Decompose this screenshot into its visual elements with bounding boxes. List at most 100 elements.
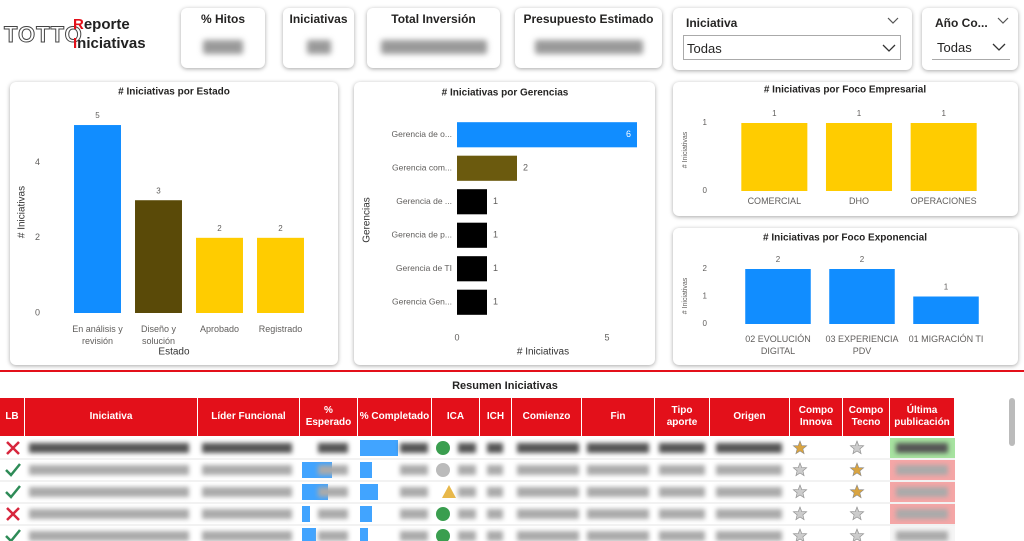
data-label: 1	[493, 230, 498, 240]
star-icon	[792, 440, 808, 455]
dropdown[interactable]: Todas	[932, 35, 1010, 60]
data-label: 1	[772, 109, 777, 118]
kpi-label: Total Inversión	[391, 12, 476, 26]
blurred-cell	[29, 465, 189, 475]
blurred-cell	[458, 443, 476, 453]
bar	[910, 123, 977, 191]
bar	[196, 237, 243, 313]
status-check	[5, 485, 21, 499]
blurred-cell	[458, 465, 476, 475]
star-icon	[792, 484, 808, 499]
blurred-cell	[400, 509, 428, 519]
x-tick-label: Aprobado	[199, 324, 240, 334]
blurred-cell	[659, 487, 705, 497]
status-check	[5, 529, 21, 541]
chart-title: # Iniciativas por Estado	[118, 87, 230, 98]
blurred-cell	[716, 487, 782, 497]
chevron[interactable]	[997, 16, 1009, 26]
blurred-cell	[659, 531, 705, 541]
y-tick-label: Gerencia de o...	[392, 129, 452, 139]
progress-bar	[302, 506, 310, 522]
blurred-cell	[202, 465, 292, 475]
blurred-cell	[487, 509, 503, 519]
y-tick-label: 0	[703, 186, 708, 195]
blurred-cell	[896, 465, 948, 475]
blurred-cell	[458, 531, 476, 541]
star-icon	[792, 462, 808, 477]
column-header: Líder Funcional	[198, 398, 300, 436]
column-header: Última publicación	[890, 398, 955, 436]
blurred-cell	[716, 443, 782, 453]
blurred-cell	[716, 465, 782, 475]
bar	[913, 296, 979, 324]
blurred-cell	[659, 443, 705, 453]
ica-icon	[436, 507, 450, 521]
y-tick-label: 4	[35, 157, 40, 167]
data-label: 1	[493, 196, 498, 206]
bar	[741, 123, 808, 191]
blurred-cell	[318, 465, 348, 475]
blurred-cell	[318, 531, 348, 541]
blurred-cell	[587, 465, 649, 475]
dropdown[interactable]: Todas	[683, 35, 901, 60]
star-icon	[849, 440, 865, 455]
chart-title: # Iniciativas por Foco Exponencial	[763, 233, 927, 244]
x-tick-label: 01 MIGRACIÓN TI	[908, 334, 984, 344]
progress-bar	[360, 484, 378, 500]
x-tick-label: 5	[604, 332, 609, 342]
data-label: 1	[941, 109, 946, 118]
divider	[0, 370, 1024, 372]
blurred-cell	[587, 487, 649, 497]
x-tick-label: DHO	[848, 196, 869, 206]
bar	[457, 289, 487, 315]
data-label: 1	[493, 297, 498, 307]
y-tick-label: Gerencia de TI	[396, 263, 452, 273]
x-tick-label: OPERACIONES	[910, 196, 977, 206]
column-header: Iniciativa	[25, 398, 198, 436]
progress-bar	[302, 528, 316, 541]
data-label: 2	[860, 255, 865, 264]
blurred-cell	[659, 465, 705, 475]
blurred-cell	[318, 509, 348, 519]
blurred-cell	[202, 443, 292, 453]
blurred-cell	[400, 531, 428, 541]
status-x	[6, 507, 20, 521]
blurred-cell	[202, 531, 292, 541]
column-header: % Esperado	[300, 398, 358, 436]
ica-icon	[442, 485, 456, 498]
blurred-cell	[487, 487, 503, 497]
blurred-cell	[458, 509, 476, 519]
blurred-cell	[400, 443, 428, 453]
star-icon	[849, 506, 865, 521]
y-tick-label: Gerencia Gen...	[392, 297, 452, 307]
blurred-cell	[587, 531, 649, 541]
column-header: Comienzo	[512, 398, 582, 436]
kpi-label: % Hitos	[200, 12, 245, 26]
bar	[457, 155, 517, 181]
data-label: 2	[217, 224, 222, 233]
blurred-cell	[29, 509, 189, 519]
blurred-cell	[587, 443, 649, 453]
y-tick-label: 2	[35, 232, 40, 242]
blurred-cell	[487, 443, 503, 453]
scrollbar[interactable]	[1009, 398, 1015, 446]
progress-bar	[360, 528, 368, 541]
data-label: 1	[857, 109, 862, 118]
blurred-cell	[896, 443, 948, 453]
data-label: 6	[626, 129, 631, 139]
y-tick-label: Gerencia de ...	[396, 196, 452, 206]
blurred-cell	[29, 531, 189, 541]
dropdown-value: Todas	[687, 41, 722, 56]
x-axis-label: Estado	[158, 347, 190, 358]
blurred-cell	[896, 531, 948, 541]
x-tick-label: 03 EXPERIENCIA PDV	[825, 334, 899, 356]
bar	[457, 256, 487, 282]
bar	[257, 237, 304, 313]
chevron[interactable]	[887, 16, 899, 26]
blurred-cell	[29, 487, 189, 497]
blurred-cell	[716, 531, 782, 541]
filter-label: Año Co...	[935, 16, 988, 30]
dropdown-value: Todas	[937, 40, 972, 55]
y-tick-label: 1	[703, 292, 708, 301]
